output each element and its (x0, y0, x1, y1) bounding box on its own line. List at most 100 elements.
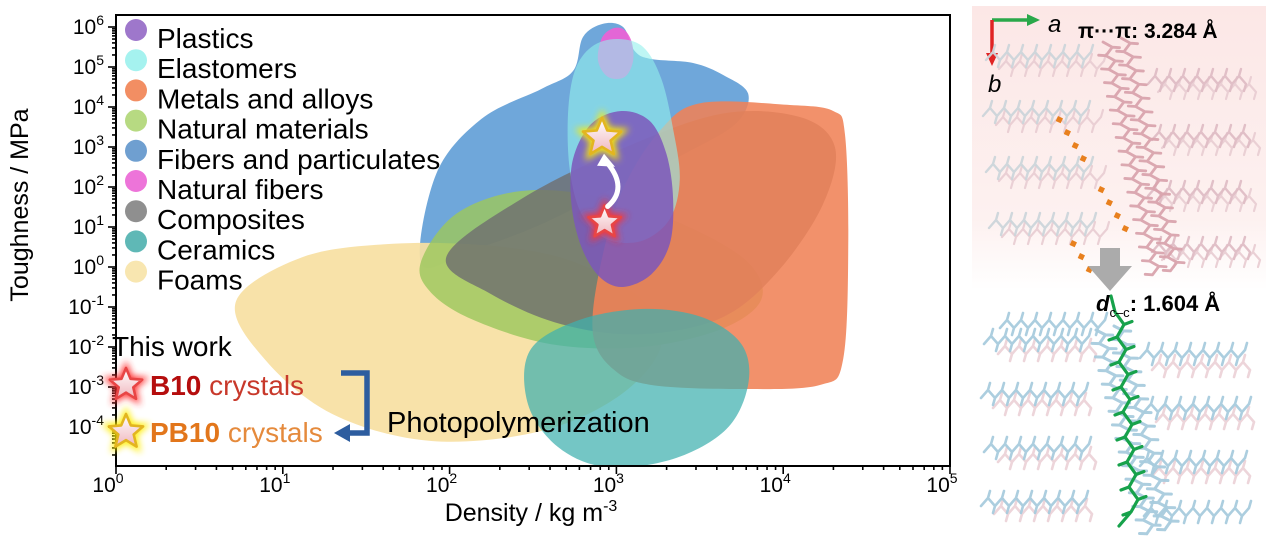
b10-star-icon (108, 366, 144, 401)
y-tick-label: 100 (73, 252, 104, 279)
region-ceramics (524, 308, 750, 466)
y-tick-label: 103 (73, 132, 104, 159)
photopolymerization-label: Photopolymerization (387, 407, 650, 439)
pi-stacking-dot-icon (1121, 224, 1129, 233)
molecule-chain (1150, 123, 1252, 149)
y-tick-label: 10-2 (68, 332, 104, 359)
molecule-chain (996, 445, 1098, 471)
pb10-crystals-label: PB10 crystals (150, 417, 323, 448)
b10-crystals-label: B10 crystals (150, 370, 304, 401)
transition-arrowhead-icon (597, 153, 616, 167)
x-tick-label: 101 (259, 470, 290, 497)
photopolymerization-arrowhead-icon (334, 424, 350, 442)
pb10-star-icon (107, 412, 145, 448)
x-tick-label: 100 (92, 470, 123, 497)
pi-stacking-dot-icon (1077, 252, 1085, 261)
y-tick-label: 10-3 (68, 372, 104, 399)
x-axis-title: Density / kg m-3 (445, 498, 618, 527)
legend-label-metals-and-alloys: Metals and alloys (157, 83, 373, 114)
molecule-chain (987, 211, 1098, 237)
plot-area: 100 101 102 103 104 105 106 105 104 103 102 101 100 1… (68, 12, 958, 497)
legend-label-ceramics: Ceramics (157, 234, 275, 265)
legend-swatch-composites (125, 200, 147, 223)
molecule-chain (994, 108, 1105, 134)
molecule-chain (979, 381, 1090, 407)
pi-stacking-dot-icon (1079, 154, 1087, 163)
molecule-chain (1142, 499, 1253, 525)
y-tick-label: 102 (73, 172, 104, 199)
legend-swatch-foams (125, 260, 147, 283)
y-tick-label: 105 (73, 52, 104, 79)
y-tick-label: 101 (73, 212, 104, 239)
legend-swatch-natural-materials (125, 109, 147, 132)
pi-stacking-dot-icon (1071, 142, 1079, 150)
legend-label-foams: Foams (157, 265, 243, 296)
axis-ticks (108, 26, 951, 474)
molecule-chain (996, 337, 1098, 363)
legend-swatch-plastics (125, 19, 147, 41)
legend-label-plastics: Plastics (157, 23, 253, 54)
region-plastics (570, 110, 674, 288)
legend-swatch-natural-fibers (125, 170, 147, 192)
molecule-chain (982, 435, 1093, 461)
pi-stacking-distance-label: π···π: 3.284 Å (1078, 19, 1218, 43)
tick-labels: 100 101 102 103 104 105 106 105 104 103 102 101 100 1… (68, 12, 958, 497)
molecule-chain (1142, 395, 1253, 421)
molecule-chain (1115, 36, 1186, 273)
y-tick-label: 106 (73, 12, 104, 39)
cc-bond-distance-label: dc–c: 1.604 Å (1096, 290, 1220, 320)
y-axis-title: Toughness / MPa (6, 108, 34, 301)
molecule-chain (984, 43, 1095, 69)
molecule-chain (992, 497, 1094, 523)
molecule-chain (982, 327, 1093, 353)
molecule-chain (997, 52, 1108, 78)
x-tick-label: 104 (760, 470, 791, 497)
photopolymerization-arrow (341, 370, 370, 436)
transformation-arrow-icon (1088, 248, 1132, 291)
molecule-chain (1000, 220, 1111, 246)
molecule-chain (1138, 341, 1249, 367)
molecule-chain (1097, 40, 1168, 277)
pi-stacking-dot-icon (1097, 185, 1105, 194)
transition-arrow (605, 161, 621, 209)
pi-stacking-dot-icon (1069, 239, 1077, 248)
this-work-heading: This work (112, 331, 233, 362)
polymer-backbone (1107, 294, 1148, 528)
legend-label-elastomers: Elastomers (157, 53, 297, 84)
y-tick-label: 104 (73, 92, 104, 119)
molecule-chain (1154, 405, 1256, 431)
material-regions (234, 22, 849, 466)
molecule-chain (984, 155, 1095, 181)
legend-label-fibers-and-particulates: Fibers and particulates (157, 144, 440, 175)
pi-stacking-dot-icon (1113, 212, 1121, 220)
x-tick-label: 103 (593, 470, 624, 497)
plot-frame (115, 14, 951, 467)
y-tick-label: 10-1 (68, 292, 104, 319)
point-star-pb10-crystals (581, 116, 623, 156)
pi-stacking-dot-icon (1063, 128, 1071, 137)
crystal-structure-artwork (979, 36, 1262, 536)
legend-label-natural-materials: Natural materials (157, 114, 369, 145)
molecule-chain (997, 164, 1108, 190)
molecule-chain (1146, 67, 1248, 93)
legend-label-natural-fibers: Natural fibers (157, 174, 324, 205)
legend-swatch-elastomers (125, 49, 147, 72)
molecule-chain (1150, 353, 1252, 379)
x-tick-label: 102 (426, 470, 457, 497)
y-tick-label: 10-4 (68, 412, 104, 439)
pi-stacking-dot-icon (1055, 115, 1063, 124)
b-axis-label: b (988, 71, 1001, 98)
x-tick-label: 105 (926, 470, 957, 497)
legend-swatch-fibers-and-particulates (125, 139, 147, 162)
molecule-chain (979, 489, 1090, 515)
point-star-b10-crystals (587, 204, 623, 238)
pi-stacking-dot-icon (1105, 199, 1113, 207)
molecule-chain (981, 99, 1092, 125)
a-axis-label: a (1048, 11, 1061, 38)
legend-swatch-metals-and-alloys (125, 79, 147, 102)
a-axis-arrowhead-icon (1027, 14, 1040, 26)
legend-swatch-ceramics (125, 230, 147, 253)
